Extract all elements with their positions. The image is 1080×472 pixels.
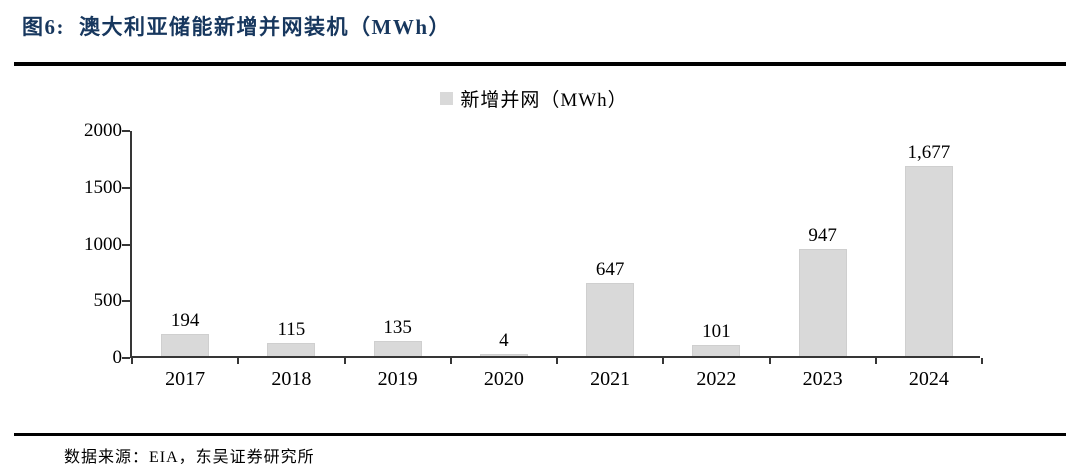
bar-value-label: 947 [808,224,837,246]
bar-2024 [904,165,953,356]
bar-2021 [586,282,635,356]
bar-value-label: 647 [595,258,625,280]
bar-value-label: 115 [277,318,306,340]
y-axis-tick [122,130,130,132]
x-axis-tick [237,358,240,364]
y-axis-label: 1500 [84,176,122,198]
plot-area: 0 500 1000 1500 2000 194 2017 115 2018 135 2019 4 20… [84,120,983,390]
y-axis-label: 500 [93,290,123,312]
x-axis-category-label: 2024 [908,368,949,390]
x-axis-category-label: 2021 [590,368,631,390]
x-axis-tick [131,358,133,364]
legend-swatch [440,91,454,105]
x-axis-tick [662,358,665,364]
y-axis-tick [122,186,130,189]
x-axis-category-label: 2019 [377,368,418,390]
bar-2018 [267,342,316,356]
data-source-note: 数据来源：EIA，东吴证券研究所 [64,449,315,466]
x-axis-category-label: 2022 [696,368,737,390]
figure-number-label: 图6: [22,15,65,39]
x-axis-category-label: 2017 [165,368,206,390]
bar-2020 [479,353,528,356]
x-axis-tick [449,358,452,364]
x-axis-category-label: 2018 [271,368,312,390]
bar-value-label: 101 [702,320,731,342]
bar-value-label: 194 [170,309,200,331]
x-axis-tick [556,358,558,364]
bar-value-label: 1,677 [907,141,951,163]
y-axis-tick [122,300,130,303]
x-axis-tick [981,358,983,364]
y-axis-label: 0 [112,347,123,368]
x-axis-tick [768,358,771,364]
y-axis-tick [122,243,130,246]
bar-2022 [692,344,741,356]
x-axis-category-label: 2020 [483,368,524,390]
x-axis-tick [874,358,877,364]
y-axis-label: 1000 [84,233,122,255]
bar-value-label: 135 [383,316,412,338]
y-axis-tick [122,357,130,359]
y-axis-label: 2000 [84,120,122,141]
bottom-divider-rule [14,433,1066,436]
x-axis-tick [343,358,346,364]
legend-label: 新增并网（MWh） [460,89,628,111]
figure-title: 图6: 澳大利亚储能新增并网装机（MWh） [22,11,451,41]
bar-value-label: 4 [499,329,509,351]
top-divider-rule [14,62,1066,66]
x-axis-category-label: 2023 [802,368,843,390]
chart-legend: 新增并网（MWh） [0,87,1068,111]
figure-title-text: 澳大利亚储能新增并网装机（MWh） [79,15,451,39]
bar-2023 [798,248,847,356]
bar-2017 [161,333,210,356]
bar-2019 [373,340,422,356]
